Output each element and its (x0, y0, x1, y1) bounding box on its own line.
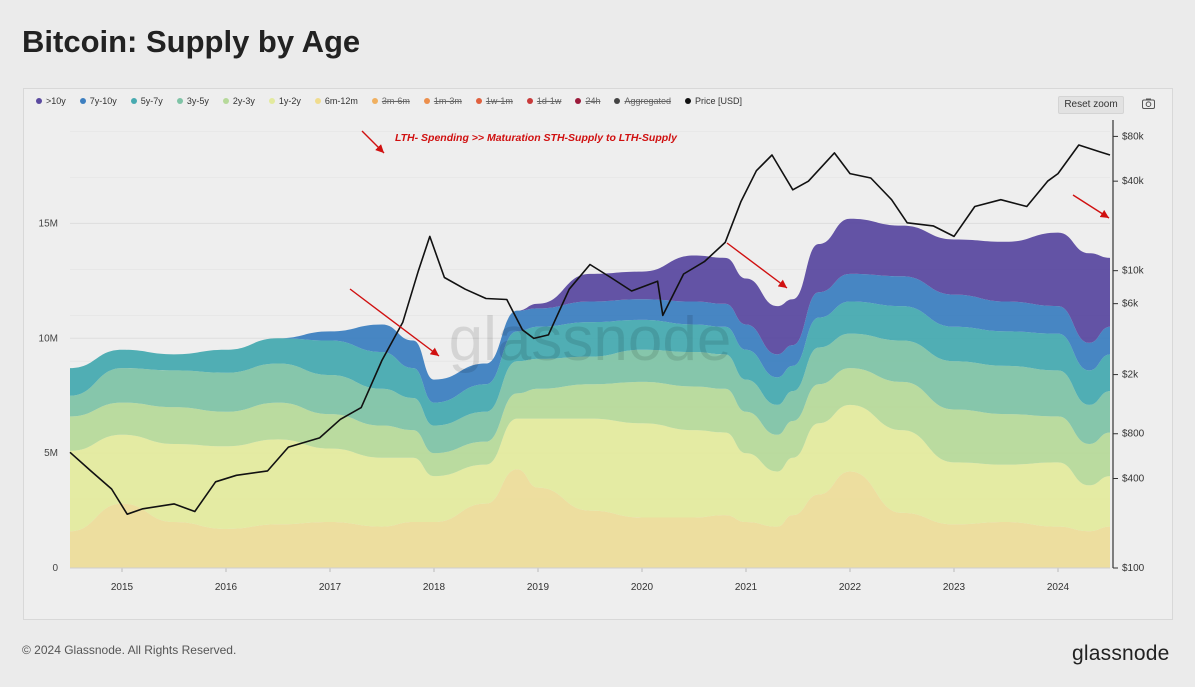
annotation-arrow (349, 288, 440, 357)
area-1y2y (70, 404, 1110, 532)
legend-label: 1d-1w (536, 96, 562, 106)
x-tick-label: 2016 (215, 582, 238, 593)
legend-label: >10y (46, 96, 66, 106)
y-tick-label: 0 (52, 563, 58, 574)
legend-label: 2y-3y (232, 96, 255, 106)
legend-label: Aggregated (624, 96, 672, 106)
price-tick-label: $80k (1122, 131, 1145, 142)
legend-label: 1w-1m (485, 96, 513, 106)
x-tick-label: 2017 (319, 582, 342, 593)
legend-item-7[interactable]: 3m-6m (371, 96, 410, 106)
legend-swatch (222, 98, 229, 104)
legend-swatch (575, 98, 582, 104)
legend-swatch (685, 98, 692, 104)
watermark: glassnode (449, 305, 732, 374)
legend-label: 3m-6m (381, 96, 410, 106)
x-tick-label: 2018 (423, 582, 446, 593)
legend-swatch (130, 98, 137, 104)
legend-item-5[interactable]: 1y-2y (268, 96, 301, 106)
legend-swatch (371, 98, 378, 104)
legend-item-3[interactable]: 3y-5y (176, 96, 209, 106)
legend-item-4[interactable]: 2y-3y (222, 96, 255, 106)
area-6m12m (70, 469, 1110, 568)
copyright-footer: © 2024 Glassnode. All Rights Reserved. (22, 643, 237, 657)
page-title: Bitcoin: Supply by Age (22, 24, 361, 59)
legend-swatch (314, 98, 321, 104)
legend-swatch (268, 98, 275, 104)
legend-label: 1m-3m (433, 96, 462, 106)
reset-zoom-button[interactable]: Reset zoom (1058, 96, 1124, 114)
legend-label: 24h (585, 96, 601, 106)
legend-swatch (79, 98, 86, 104)
legend-label: 1y-2y (278, 96, 301, 106)
x-tick-label: 2019 (527, 582, 550, 593)
legend-label: Price [USD] (695, 96, 743, 106)
annotation-arrow (726, 242, 788, 289)
price-tick-label: $10k (1122, 266, 1145, 277)
legend-item-1[interactable]: 7y-10y (79, 96, 117, 106)
area-3y5y (70, 333, 1110, 454)
legend-item-0[interactable]: >10y (36, 96, 66, 106)
x-tick-label: 2020 (631, 582, 654, 593)
legend-item-6[interactable]: 6m-12m (314, 96, 358, 106)
legend-swatch (36, 98, 42, 104)
price-tick-label: $40k (1122, 176, 1145, 187)
legend-swatch (475, 98, 482, 104)
legend-label: 3y-5y (186, 96, 209, 106)
annotation-arrow (1072, 194, 1110, 219)
y-tick-label: 10M (39, 333, 58, 344)
legend-item-9[interactable]: 1w-1m (475, 96, 513, 106)
price-line (69, 144, 1111, 515)
price-tick-label: $2k (1122, 370, 1139, 381)
legend-item-11[interactable]: 24h (575, 96, 600, 106)
area-2y3y (70, 368, 1110, 486)
area-5y7y (70, 301, 1110, 426)
x-tick-label: 2024 (1047, 582, 1070, 593)
x-tick-label: 2015 (111, 582, 134, 593)
price-tick-label: $6k (1122, 299, 1139, 310)
x-tick-label: 2023 (943, 582, 966, 593)
y-tick-label: 15M (39, 218, 58, 229)
legend-swatch (176, 98, 183, 104)
annotation-arrow (361, 130, 385, 154)
price-tick-label: $400 (1122, 473, 1145, 484)
x-tick-label: 2022 (839, 582, 862, 593)
brand-logo: glassnode (1072, 642, 1170, 665)
area-10y (70, 218, 1110, 380)
price-tick-label: $100 (1122, 563, 1145, 574)
legend-item-13[interactable]: Price [USD] (685, 96, 742, 106)
legend-swatch (526, 98, 533, 104)
legend-item-2[interactable]: 5y-7y (130, 96, 163, 106)
legend-swatch (423, 98, 430, 104)
legend-item-10[interactable]: 1d-1w (526, 96, 562, 106)
annotation-text: LTH- Spending >> Maturation STH-Supply t… (395, 132, 678, 144)
legend-label: 7y-10y (89, 96, 117, 106)
legend-item-12[interactable]: Aggregated (614, 96, 671, 106)
legend-swatch (614, 98, 621, 104)
x-tick-label: 2021 (735, 582, 758, 593)
price-tick-label: $800 (1122, 429, 1145, 440)
y-tick-label: 5M (44, 448, 58, 459)
camera-icon[interactable] (1142, 98, 1155, 109)
chart-legend: >10y 7y-10y 5y-7y 3y-5y 2y-3y 1y-2y 6m-12m 3m-6… (36, 96, 742, 106)
legend-item-8[interactable]: 1m-3m (423, 96, 462, 106)
legend-label: 5y-7y (140, 96, 163, 106)
legend-label: 6m-12m (324, 96, 358, 106)
